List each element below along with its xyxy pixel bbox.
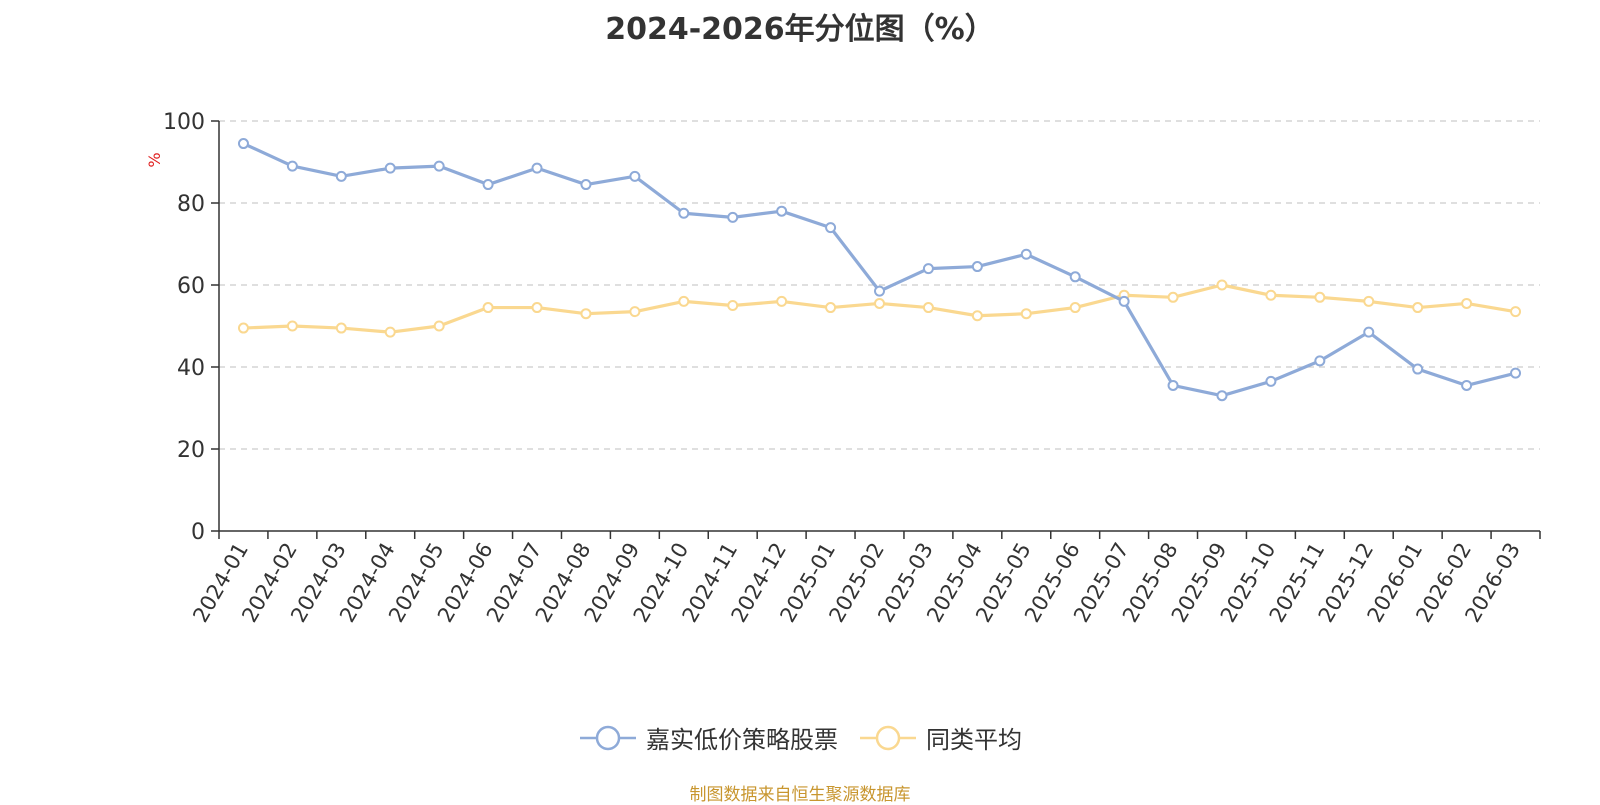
legend: 嘉实低价策略股票 同类平均 bbox=[0, 720, 1600, 755]
data-point bbox=[1118, 295, 1130, 307]
grid-lines bbox=[219, 120, 1540, 450]
y-tick-label: 40 bbox=[177, 356, 205, 381]
data-point bbox=[1167, 291, 1179, 303]
y-tick-label: 80 bbox=[177, 192, 205, 217]
data-point bbox=[1314, 291, 1326, 303]
data-point bbox=[1314, 355, 1326, 367]
data-point bbox=[1069, 302, 1081, 314]
legend-label: 嘉实低价策略股票 bbox=[646, 726, 838, 754]
data-point bbox=[874, 285, 885, 297]
data-point bbox=[580, 308, 592, 320]
data-point bbox=[825, 302, 837, 314]
data-point bbox=[1167, 379, 1179, 391]
data-point bbox=[384, 162, 396, 174]
data-point bbox=[1510, 306, 1522, 318]
data-point bbox=[678, 207, 690, 219]
data-point bbox=[286, 320, 298, 332]
axes: 0204060801002024-012024-022024-032024-04… bbox=[163, 110, 1541, 626]
data-point bbox=[1461, 297, 1473, 309]
data-point bbox=[922, 263, 934, 275]
data-point bbox=[531, 302, 543, 314]
legend-item[interactable]: 嘉实低价策略股票 bbox=[578, 720, 838, 755]
data-point bbox=[482, 179, 494, 191]
data-point bbox=[531, 162, 543, 174]
data-point bbox=[1020, 308, 1032, 320]
data-point bbox=[971, 261, 983, 273]
data-point bbox=[922, 302, 934, 314]
data-point bbox=[1363, 326, 1375, 338]
data-point bbox=[1461, 379, 1473, 391]
data-point bbox=[286, 160, 298, 172]
data-point bbox=[237, 138, 249, 150]
data-point bbox=[971, 310, 983, 322]
data-point bbox=[776, 205, 788, 217]
data-point bbox=[1216, 390, 1228, 402]
data-point bbox=[629, 170, 641, 182]
data-point bbox=[384, 326, 396, 338]
data-point bbox=[825, 222, 837, 234]
data-point bbox=[1412, 363, 1424, 375]
legend-marker-icon bbox=[580, 725, 636, 750]
data-point bbox=[1069, 271, 1081, 283]
data-point bbox=[1265, 289, 1277, 301]
data-point bbox=[727, 300, 739, 311]
data-point bbox=[1216, 279, 1228, 291]
chart-title: 2024-2026年分位图（%） bbox=[605, 12, 995, 47]
legend-label: 同类平均 bbox=[926, 726, 1022, 754]
data-point bbox=[482, 302, 494, 314]
data-point bbox=[580, 179, 592, 191]
data-point bbox=[1412, 302, 1424, 314]
data-point bbox=[874, 297, 885, 309]
data-point bbox=[335, 170, 347, 182]
data-point bbox=[629, 306, 641, 318]
data-point bbox=[678, 295, 690, 307]
data-point bbox=[237, 322, 249, 334]
legend-item[interactable]: 同类平均 bbox=[858, 720, 1022, 755]
data-point bbox=[1510, 367, 1522, 379]
series-line bbox=[242, 142, 1516, 398]
y-tick-label: 20 bbox=[177, 438, 205, 463]
data-point bbox=[335, 322, 347, 334]
y-tick-label: 60 bbox=[177, 274, 205, 299]
data-point bbox=[1265, 375, 1277, 387]
y-tick-label: 100 bbox=[163, 110, 205, 135]
y-tick-label: 0 bbox=[191, 520, 205, 545]
legend-marker-icon bbox=[860, 725, 916, 750]
data-point bbox=[433, 160, 445, 172]
series-lines bbox=[237, 138, 1522, 402]
source-footer: 制图数据来自恒生聚源数据库 bbox=[689, 785, 911, 805]
data-point bbox=[776, 295, 788, 307]
data-point bbox=[1363, 295, 1375, 307]
y-axis-unit-label: % bbox=[145, 152, 164, 167]
data-point bbox=[727, 211, 739, 223]
data-point bbox=[433, 320, 445, 332]
data-point bbox=[1020, 248, 1032, 260]
